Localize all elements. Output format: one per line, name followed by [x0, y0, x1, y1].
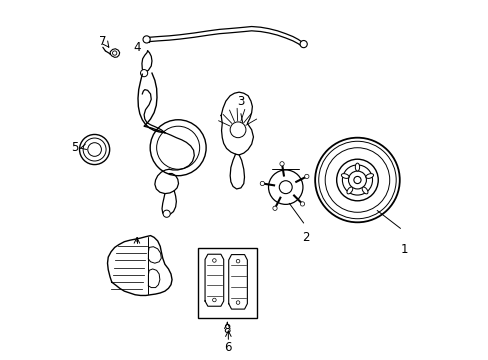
Text: 5: 5: [71, 141, 79, 154]
Text: 6: 6: [224, 341, 232, 354]
Circle shape: [142, 36, 150, 43]
Circle shape: [163, 210, 170, 217]
Circle shape: [260, 181, 264, 186]
Text: 3: 3: [237, 95, 244, 108]
Circle shape: [272, 206, 277, 210]
Circle shape: [300, 41, 306, 48]
Circle shape: [304, 174, 308, 179]
Ellipse shape: [362, 187, 367, 194]
Ellipse shape: [341, 174, 348, 179]
Text: 8: 8: [223, 323, 230, 336]
Bar: [198, 248, 257, 318]
Circle shape: [279, 162, 284, 166]
Ellipse shape: [355, 163, 359, 171]
Circle shape: [140, 69, 147, 77]
Text: 2: 2: [301, 231, 308, 244]
Text: 7: 7: [99, 35, 106, 48]
Text: 1: 1: [400, 243, 407, 256]
Ellipse shape: [346, 187, 352, 194]
Ellipse shape: [365, 174, 373, 179]
Text: 4: 4: [133, 41, 141, 54]
Circle shape: [353, 176, 360, 184]
Circle shape: [300, 202, 304, 206]
